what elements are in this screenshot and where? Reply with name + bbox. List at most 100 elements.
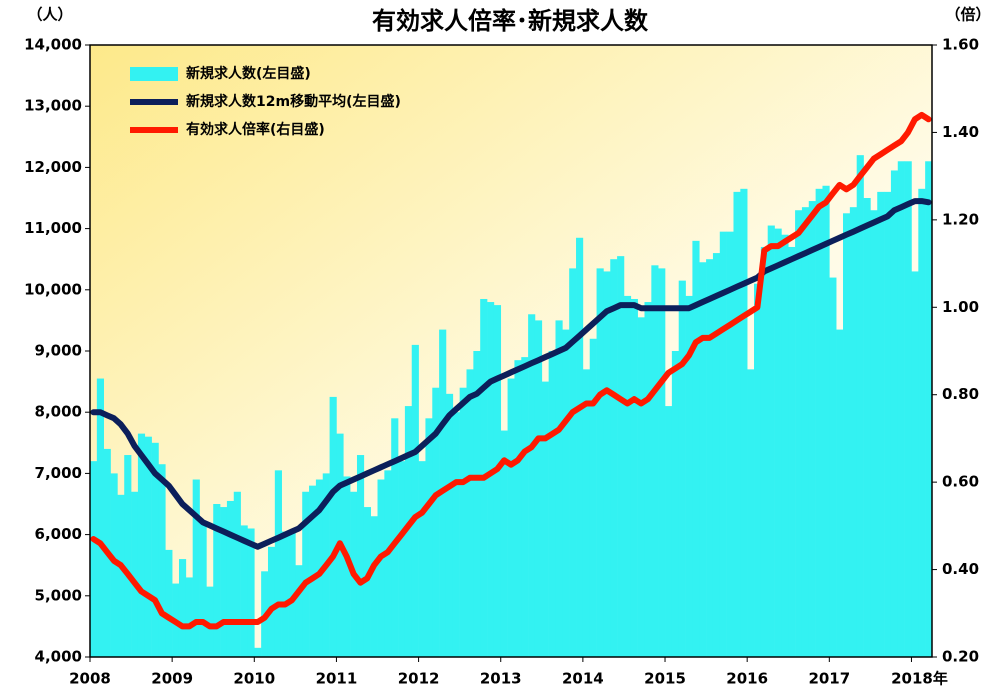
- bar: [582, 369, 591, 657]
- bar: [487, 302, 495, 657]
- bar: [795, 210, 803, 658]
- bar: [233, 491, 241, 657]
- x-tick-label: 2013: [480, 670, 522, 688]
- y-tick-label: 4,000: [35, 648, 82, 666]
- bar: [685, 295, 693, 657]
- legend-label: 有効求人倍率(右目盛): [186, 121, 325, 138]
- legend-swatch: [130, 67, 178, 81]
- bar: [617, 256, 625, 657]
- x-tick-label: 2011: [316, 670, 358, 688]
- y-tick-label: 12,000: [24, 158, 82, 176]
- bar: [754, 283, 762, 657]
- bar: [206, 586, 214, 657]
- bar: [288, 531, 296, 657]
- bar: [760, 246, 769, 657]
- bar: [90, 461, 98, 657]
- bar: [712, 253, 721, 657]
- bar: [185, 577, 193, 657]
- bar: [870, 210, 878, 658]
- y-axis-title: （人）: [27, 6, 72, 24]
- y2-axis-title: （倍）: [945, 6, 989, 24]
- bar: [391, 418, 399, 657]
- bar: [96, 378, 104, 657]
- bar: [692, 240, 700, 657]
- bar: [569, 268, 577, 657]
- line: [90, 111, 932, 630]
- bar: [500, 430, 508, 657]
- bar: [158, 464, 166, 657]
- y-tick-label: 5,000: [35, 586, 82, 604]
- bar: [459, 387, 467, 657]
- bar: [124, 455, 132, 657]
- bar: [699, 262, 707, 657]
- bar: [356, 455, 365, 657]
- bar: [404, 406, 413, 657]
- bar: [528, 314, 536, 657]
- y2-tick-label: 0.80: [942, 385, 979, 403]
- bar: [918, 188, 926, 657]
- bar: [822, 185, 830, 657]
- bar: [678, 280, 686, 657]
- bar: [884, 191, 892, 657]
- y2-tick-label: 1.20: [942, 210, 979, 228]
- y-tick-label: 6,000: [35, 525, 82, 543]
- bar: [432, 387, 440, 657]
- chart-title: 有効求人倍率･新規求人数: [372, 7, 649, 35]
- bar: [726, 231, 734, 657]
- bar: [226, 500, 235, 657]
- bar: [514, 360, 522, 657]
- bar: [658, 268, 666, 657]
- y-tick-label: 9,000: [35, 342, 82, 360]
- bar: [671, 351, 680, 657]
- bar: [309, 485, 317, 657]
- bar: [220, 507, 228, 657]
- x-tick-label: 2008: [69, 670, 111, 688]
- bar: [151, 442, 159, 657]
- bar: [137, 433, 146, 657]
- y-tick-label: 8,000: [35, 403, 82, 421]
- bar: [363, 507, 371, 657]
- x-tick-label: 2012: [398, 670, 440, 688]
- bar: [925, 161, 933, 657]
- y2-tick-label: 1.40: [942, 123, 979, 141]
- bar: [493, 305, 502, 657]
- bar: [863, 198, 871, 657]
- line: [90, 198, 932, 550]
- bar: [740, 188, 748, 657]
- bar: [418, 461, 426, 657]
- bar: [452, 412, 460, 657]
- bar: [370, 516, 378, 657]
- bar: [281, 531, 289, 657]
- bar: [425, 418, 433, 657]
- bar: [644, 302, 652, 657]
- bar: [466, 369, 474, 657]
- bar: [534, 320, 543, 657]
- bar: [254, 647, 262, 657]
- bar: [295, 565, 303, 657]
- legend-label: 新規求人数(左目盛): [186, 65, 311, 82]
- bar: [192, 479, 200, 657]
- bar: [199, 522, 207, 657]
- bar: [240, 525, 248, 657]
- bar: [637, 317, 645, 657]
- bar: [733, 191, 741, 657]
- x-tick-label: 2010: [233, 670, 275, 688]
- bar: [555, 320, 563, 657]
- y2-tick-label: 1.60: [942, 36, 979, 54]
- bar: [377, 479, 385, 657]
- bar: [623, 295, 632, 657]
- x-tick-label: 2015: [644, 670, 686, 688]
- x-tick-label: 2014: [562, 670, 604, 688]
- y-tick-label: 10,000: [24, 280, 82, 298]
- bar: [541, 381, 549, 657]
- y-tick-label: 11,000: [24, 219, 82, 237]
- bar: [131, 491, 139, 657]
- bar: [589, 338, 597, 657]
- y-tick-label: 13,000: [24, 97, 82, 115]
- bar: [788, 246, 796, 657]
- bar: [576, 237, 584, 657]
- bar: [801, 207, 810, 657]
- bar: [411, 344, 419, 657]
- y-tick-label: 7,000: [35, 464, 82, 482]
- bar: [596, 268, 604, 657]
